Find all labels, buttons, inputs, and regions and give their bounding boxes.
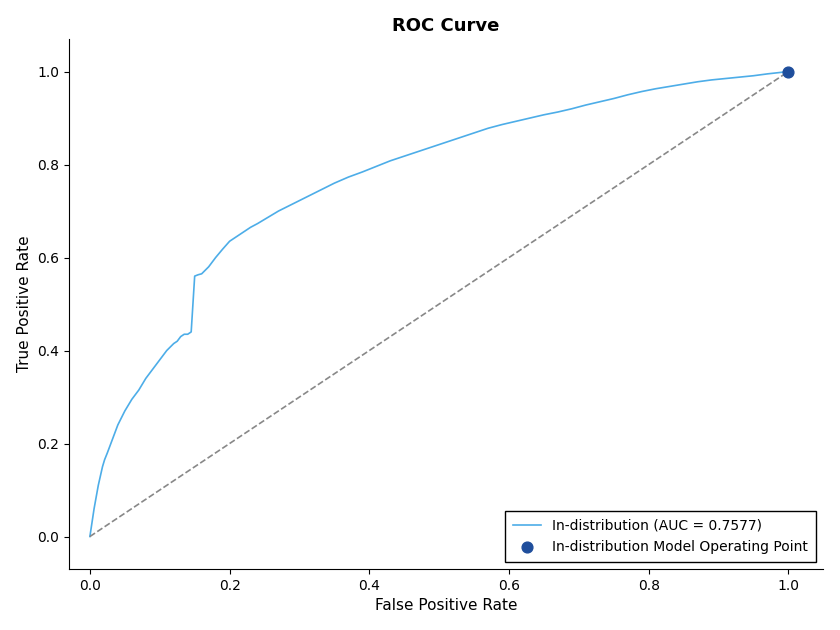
In-distribution (AUC = 0.7577) bbox=[186, 328, 197, 336]
In-distribution Model Operating Point bbox=[782, 67, 795, 77]
In-distribution (AUC = 0.7577) bbox=[141, 375, 151, 382]
X-axis label: False Positive Rate: False Positive Rate bbox=[375, 598, 517, 614]
Legend: In-distribution (AUC = 0.7577), In-distribution Model Operating Point: In-distribution (AUC = 0.7577), In-distr… bbox=[505, 510, 816, 562]
Title: ROC Curve: ROC Curve bbox=[392, 16, 500, 35]
In-distribution (AUC = 0.7577) bbox=[784, 68, 794, 76]
In-distribution (AUC = 0.7577) bbox=[329, 180, 339, 187]
Line: In-distribution (AUC = 0.7577): In-distribution (AUC = 0.7577) bbox=[90, 72, 789, 537]
In-distribution (AUC = 0.7577) bbox=[148, 365, 158, 373]
In-distribution (AUC = 0.7577) bbox=[85, 533, 95, 541]
In-distribution (AUC = 0.7577) bbox=[679, 80, 689, 88]
In-distribution (AUC = 0.7577) bbox=[315, 186, 325, 194]
Y-axis label: True Positive Rate: True Positive Rate bbox=[17, 236, 32, 372]
